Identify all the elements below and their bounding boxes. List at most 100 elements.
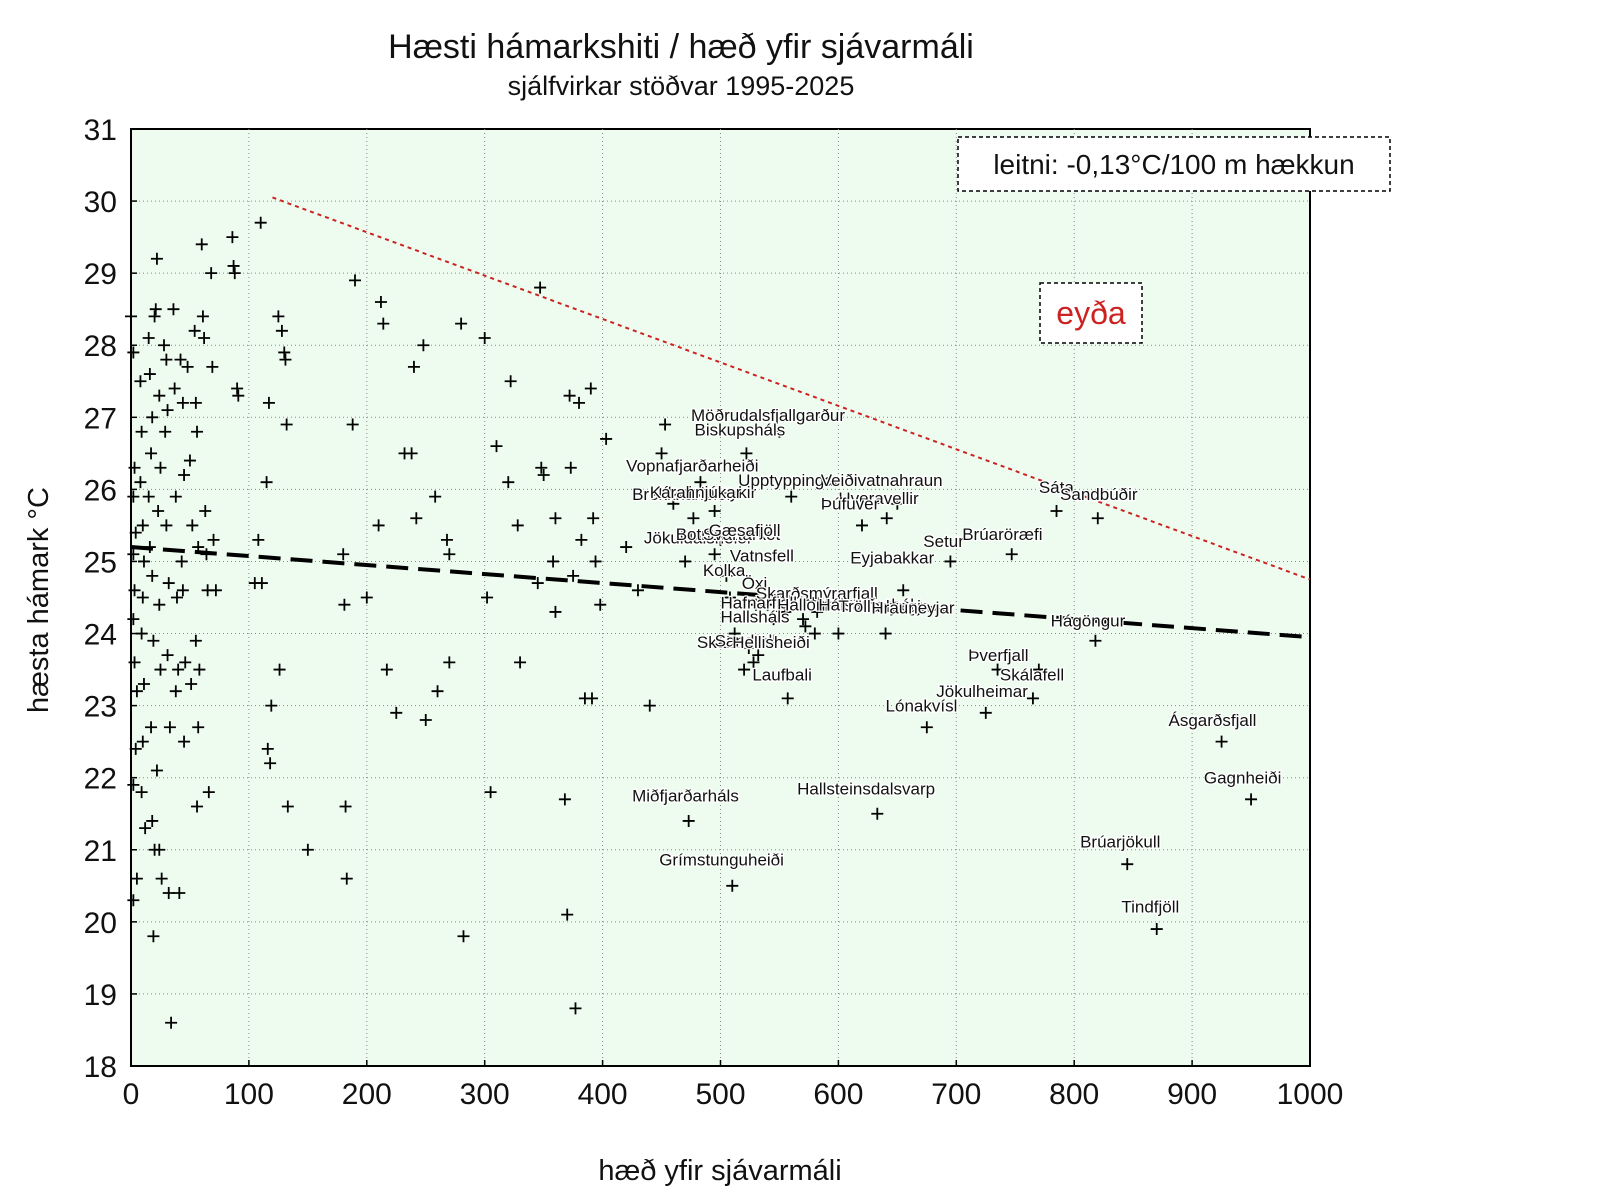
data-point <box>127 346 140 359</box>
station-label: Gæsafjöll <box>709 521 781 540</box>
data-point <box>143 368 156 381</box>
gap-annotation: eyða <box>1056 295 1126 331</box>
station-label: Upptyppingar <box>738 471 839 490</box>
data-point <box>176 396 189 409</box>
data-point <box>150 764 163 777</box>
y-tick-label: 31 <box>84 114 117 147</box>
data-point <box>128 656 141 669</box>
data-point <box>154 461 167 474</box>
data-point <box>127 490 140 503</box>
data-point <box>537 468 550 481</box>
data-point <box>979 706 992 719</box>
data-point <box>200 548 213 561</box>
station-label: Þverfjall <box>968 646 1028 665</box>
data-point <box>481 591 494 604</box>
data-point <box>134 375 147 388</box>
data-point <box>820 598 833 611</box>
data-point <box>127 613 140 626</box>
data-point <box>127 778 140 791</box>
data-point <box>275 324 288 337</box>
data-point <box>589 555 602 568</box>
data-point <box>135 627 148 640</box>
data-point <box>667 497 680 510</box>
y-tick-label: 26 <box>84 474 117 507</box>
data-point <box>600 432 613 445</box>
data-point <box>139 822 152 835</box>
data-point <box>761 598 774 611</box>
data-point <box>773 425 786 438</box>
data-point <box>728 627 741 640</box>
x-tick-label: 0 <box>123 1078 140 1111</box>
data-point <box>720 569 733 582</box>
station-label: Brúaröræfi <box>962 525 1042 544</box>
data-point <box>161 649 174 662</box>
data-point <box>165 1016 178 1029</box>
data-point <box>231 382 244 395</box>
station-label: Kolka <box>703 561 746 580</box>
data-point <box>585 692 598 705</box>
data-point <box>443 548 456 561</box>
data-point <box>163 721 176 734</box>
data-point <box>1050 505 1063 518</box>
data-point <box>278 346 291 359</box>
data-point <box>195 238 208 251</box>
data-point <box>205 267 218 280</box>
data-point <box>226 231 239 244</box>
data-point <box>799 620 812 633</box>
data-point <box>740 447 753 460</box>
station-label: Svartárkot <box>703 525 781 544</box>
data-point <box>723 591 736 604</box>
data-point <box>160 519 173 532</box>
data-point <box>125 310 137 323</box>
data-point <box>262 396 275 409</box>
station-label: Kárahnjúkar <box>650 483 742 502</box>
data-point <box>752 649 765 662</box>
x-tick-label: 800 <box>1049 1078 1099 1111</box>
data-point <box>564 461 577 474</box>
data-point <box>1091 512 1104 525</box>
station-label: Hveravellir <box>838 489 919 508</box>
data-point <box>142 332 155 345</box>
data-point <box>338 598 351 611</box>
data-point <box>573 396 586 409</box>
data-point <box>146 411 159 424</box>
x-tick-label: 300 <box>460 1078 510 1111</box>
data-point <box>162 887 175 900</box>
station-label: Laufbali <box>752 665 812 684</box>
data-point <box>130 872 143 885</box>
data-point <box>349 274 362 287</box>
data-point <box>149 303 162 316</box>
data-point <box>147 930 160 943</box>
data-point <box>281 800 294 813</box>
data-point <box>643 699 656 712</box>
y-tick-label: 30 <box>84 186 117 219</box>
data-point <box>871 807 884 820</box>
data-point <box>178 735 191 748</box>
data-point <box>655 447 668 460</box>
data-point <box>162 577 175 590</box>
y-tick-label: 22 <box>84 763 117 796</box>
data-point <box>747 656 760 669</box>
data-point <box>134 476 147 489</box>
trend-annotation-box <box>957 136 1391 192</box>
data-point <box>265 699 278 712</box>
x-tick-label: 1000 <box>1277 1078 1344 1111</box>
data-point <box>159 425 172 438</box>
data-point <box>502 476 515 489</box>
station-label: Sandbúðir <box>1060 485 1138 504</box>
data-point <box>183 454 196 467</box>
data-point <box>136 735 149 748</box>
data-point <box>360 591 373 604</box>
data-point <box>620 541 633 554</box>
data-point <box>742 641 755 654</box>
data-point <box>339 800 352 813</box>
y-axis-ticks: 18 19 20 21 22 23 24 25 26 27 28 29 30 31 <box>84 114 137 1084</box>
data-point <box>176 584 189 597</box>
station-label: Þúfuver <box>821 495 880 514</box>
data-point <box>280 418 293 431</box>
data-point <box>561 908 574 921</box>
data-point <box>1032 663 1045 676</box>
data-point <box>135 786 148 799</box>
data-point <box>429 490 442 503</box>
data-point <box>199 505 212 518</box>
